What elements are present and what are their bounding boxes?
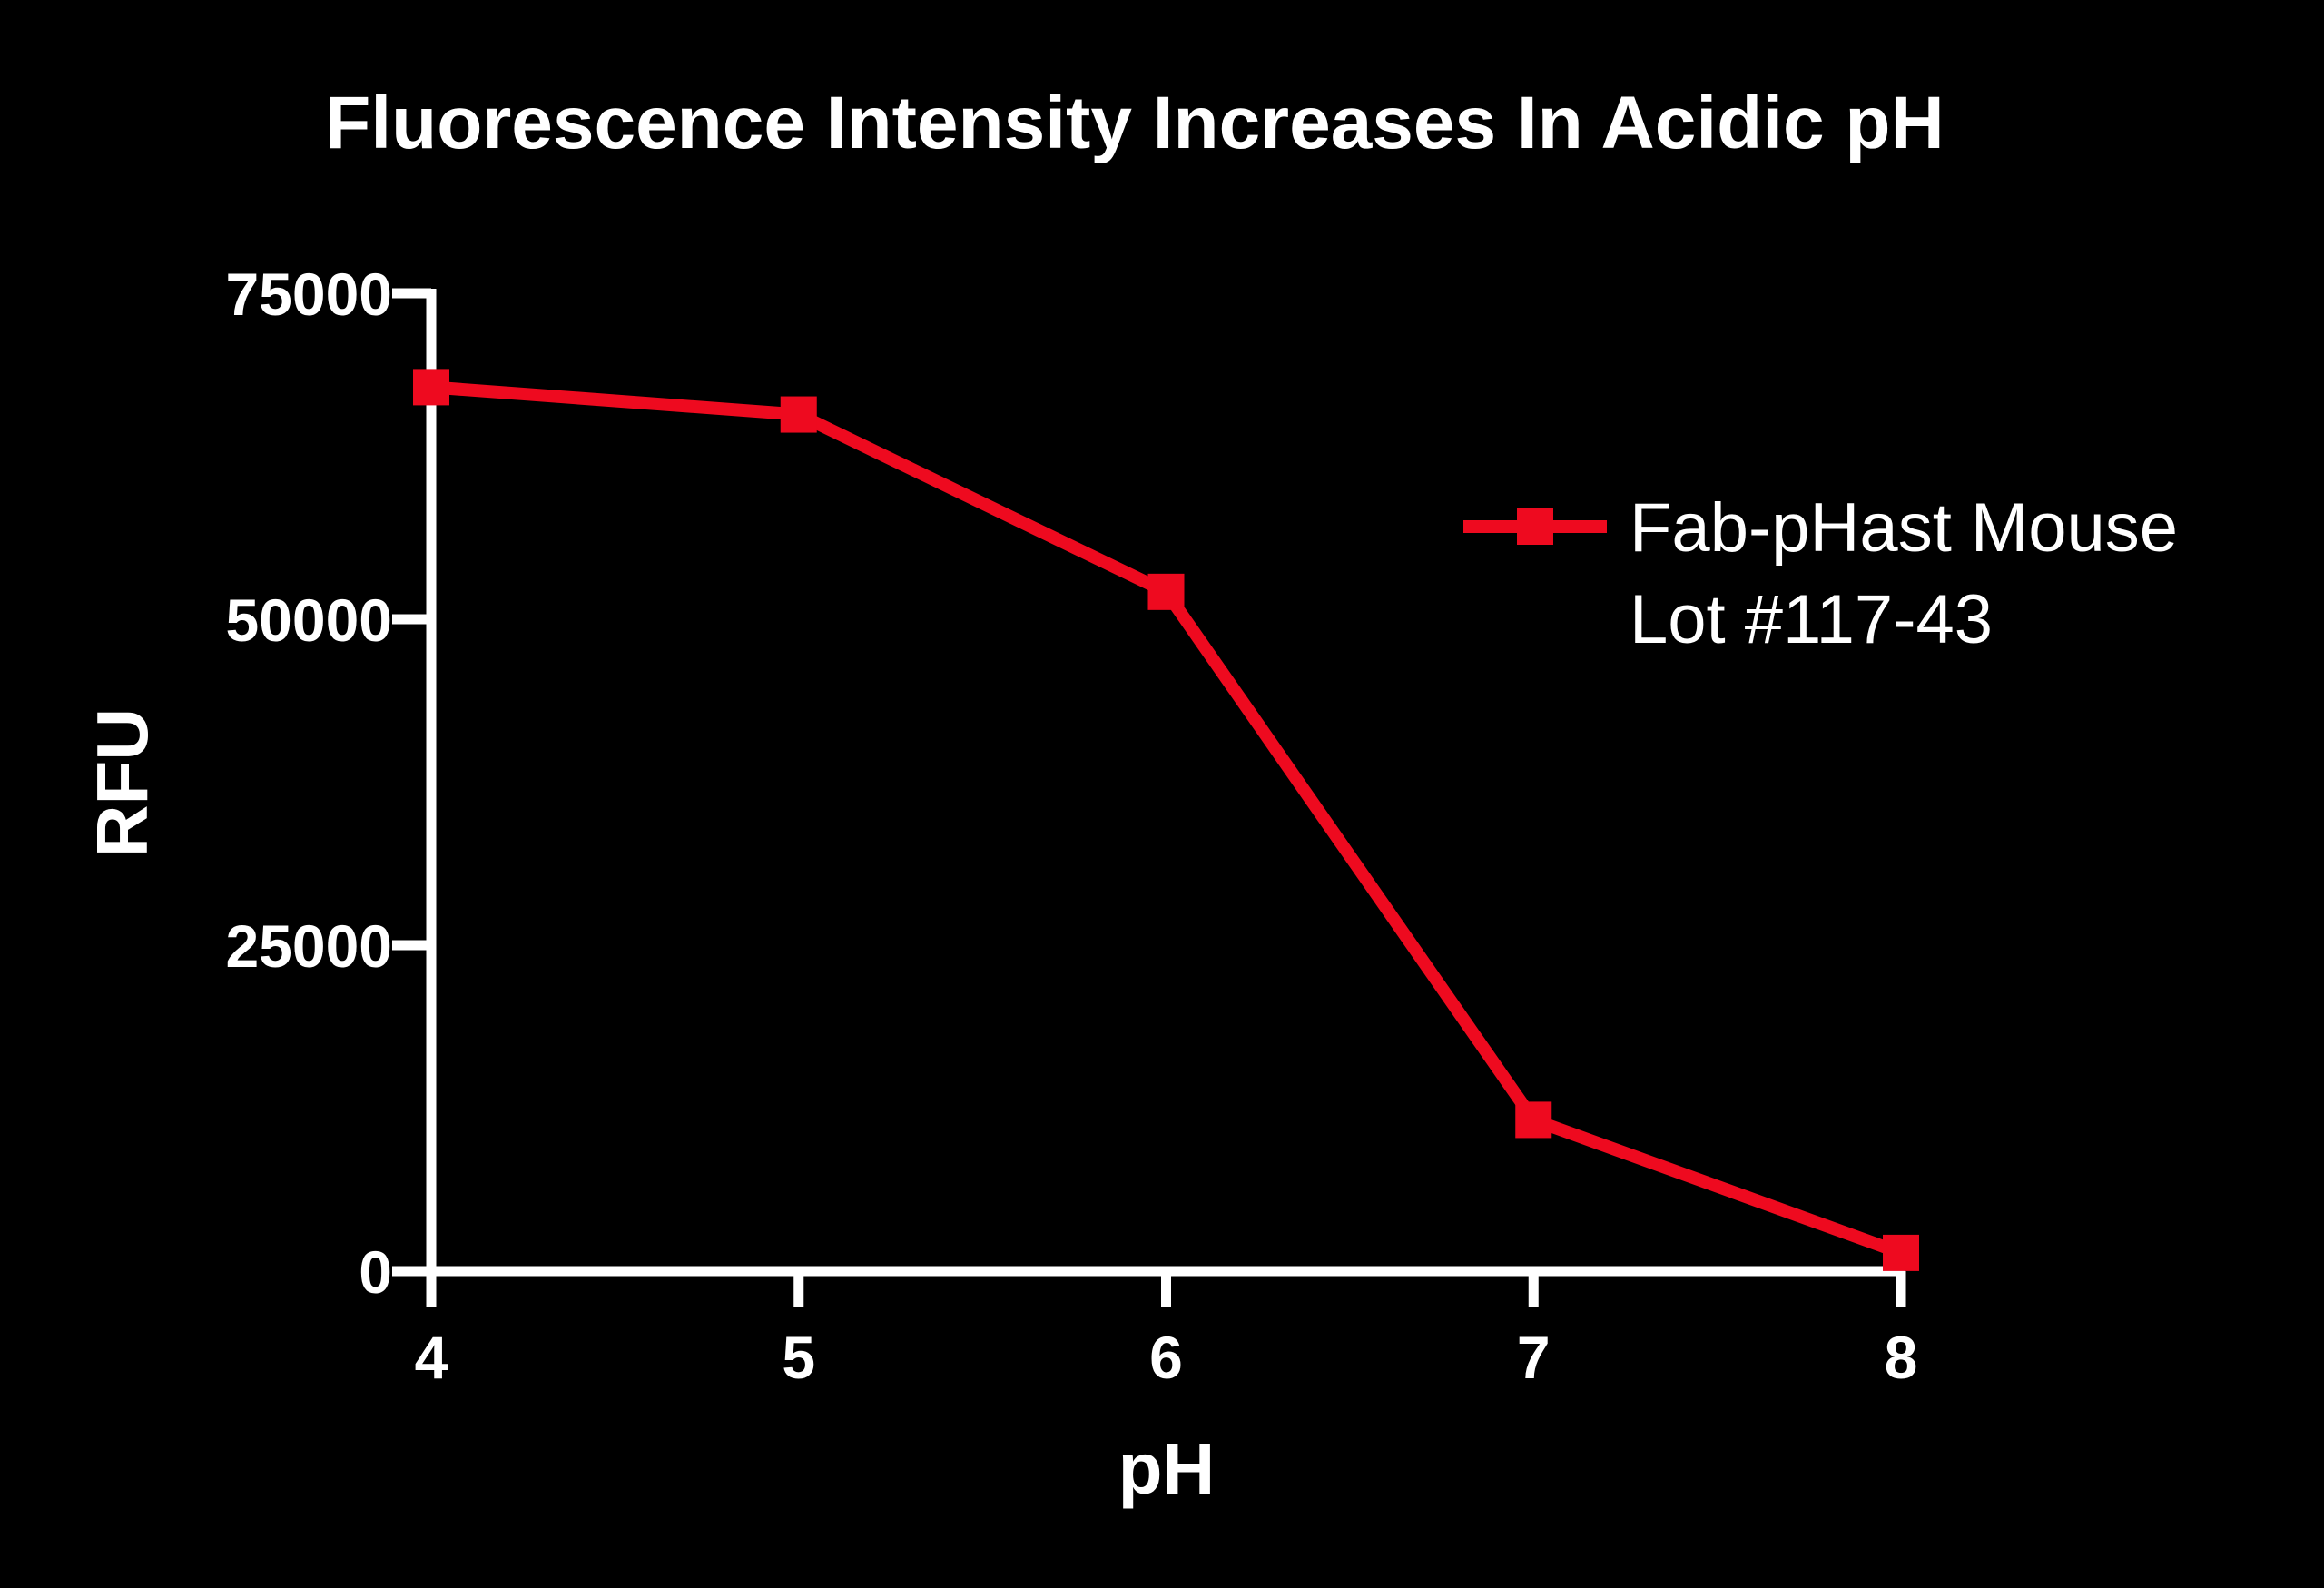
- y-axis-label: RFU: [82, 708, 162, 857]
- x-axis-label: pH: [1118, 1428, 1216, 1509]
- y-ticks: 0 25000 50000 75000: [225, 261, 431, 1306]
- y-tick-label: 0: [359, 1238, 392, 1306]
- data-point: [1515, 1101, 1552, 1139]
- data-point: [413, 369, 449, 406]
- x-tick-label: 5: [782, 1324, 815, 1391]
- x-tick-label: 4: [415, 1324, 448, 1391]
- x-tick-label: 8: [1885, 1324, 1918, 1391]
- x-tick-label: 7: [1517, 1324, 1551, 1391]
- x-ticks: 4 5 6 7 8: [415, 1271, 1918, 1391]
- legend-label-line1: Fab-pHast Mouse: [1630, 489, 2178, 567]
- y-tick-label: 75000: [225, 261, 392, 328]
- y-tick-label: 50000: [225, 587, 392, 654]
- series-group: [413, 369, 1919, 1271]
- y-tick-label: 25000: [225, 912, 392, 980]
- data-point: [1147, 573, 1185, 610]
- legend: Fab-pHast Mouse Lot #117-43: [1463, 489, 2178, 658]
- chart-title: Fluorescence Intensity Increases In Acid…: [325, 82, 1944, 164]
- data-point: [780, 396, 817, 433]
- legend-marker: [1517, 508, 1553, 545]
- data-point: [1883, 1234, 1919, 1271]
- x-tick-label: 6: [1149, 1324, 1183, 1391]
- legend-label-line2: Lot #117-43: [1630, 581, 1993, 658]
